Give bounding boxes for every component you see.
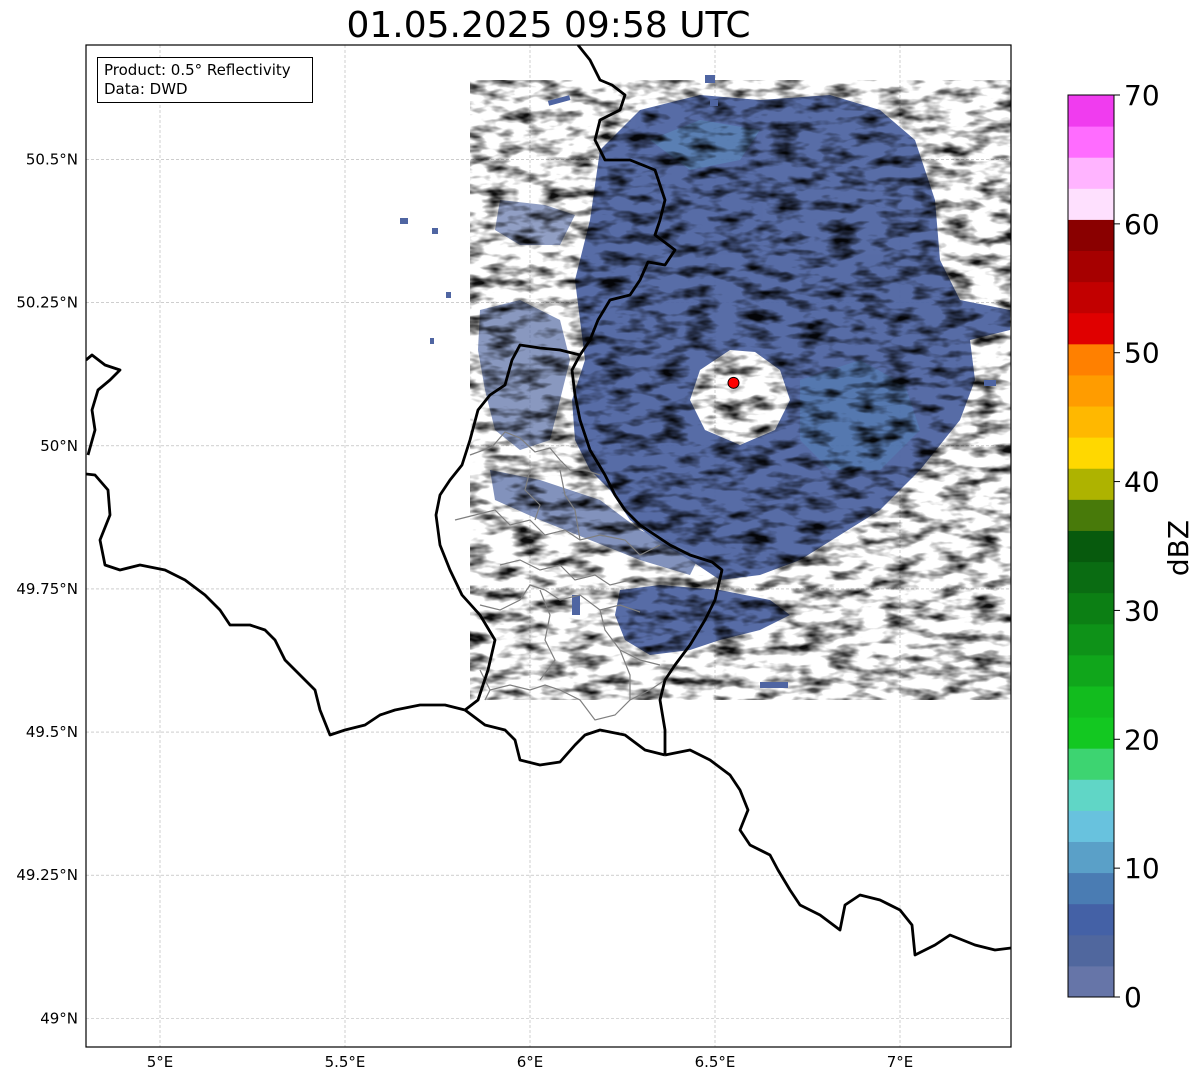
colorbar-swatch bbox=[1068, 779, 1114, 811]
radar-site-marker bbox=[727, 376, 740, 389]
lon-tick-label: 5°E bbox=[147, 1053, 174, 1071]
colorbar-tick-label: 30 bbox=[1124, 594, 1160, 627]
colorbar-tick-label: 20 bbox=[1124, 723, 1160, 756]
colorbar-swatch bbox=[1068, 841, 1114, 874]
colorbar-swatch bbox=[1068, 281, 1114, 314]
internal-boundaries bbox=[454, 431, 666, 721]
colorbar-label: dBZ bbox=[1162, 520, 1195, 576]
colorbar-swatch bbox=[1068, 810, 1114, 842]
colorbar-swatch bbox=[1068, 717, 1114, 749]
radar-echoes bbox=[400, 75, 1011, 700]
colorbar-tick-label: 10 bbox=[1124, 852, 1160, 885]
colorbar-swatch bbox=[1068, 343, 1114, 376]
colorbar-swatch bbox=[1068, 468, 1114, 500]
colorbar-swatch bbox=[1068, 219, 1114, 252]
colorbar-swatch bbox=[1068, 592, 1114, 625]
colorbar-swatch bbox=[1068, 623, 1114, 656]
colorbar-swatch bbox=[1068, 561, 1114, 594]
lat-tick-label: 49.75°N bbox=[16, 580, 78, 598]
colorbar-swatch bbox=[1068, 437, 1114, 469]
colorbar-tick-label: 70 bbox=[1124, 79, 1160, 112]
colorbar-swatch bbox=[1068, 188, 1114, 220]
colorbar-swatch bbox=[1068, 406, 1114, 438]
colorbar-swatch bbox=[1068, 872, 1114, 905]
lat-tick-label: 50°N bbox=[40, 437, 78, 455]
lat-tick-label: 50.5°N bbox=[26, 151, 78, 169]
colorbar-tick-label: 60 bbox=[1124, 208, 1160, 241]
map-frame bbox=[85, 44, 1012, 1048]
colorbar-swatch bbox=[1068, 250, 1114, 283]
colorbar-swatch bbox=[1068, 748, 1114, 780]
colorbar-tick-label: 50 bbox=[1124, 337, 1160, 370]
national-borders bbox=[86, 45, 1011, 957]
colorbar-swatch bbox=[1068, 530, 1114, 563]
longitude-tick-labels: 5°E 5.5°E 6°E 6.5°E 7°E bbox=[147, 1053, 914, 1071]
colorbar-swatch bbox=[1068, 965, 1114, 998]
colorbar-swatch bbox=[1068, 903, 1114, 936]
colorbar-swatch bbox=[1068, 934, 1114, 967]
colorbar-tick-labels: 0 10 20 30 40 50 60 70 bbox=[1114, 79, 1160, 1014]
colorbar-swatch bbox=[1068, 499, 1114, 531]
lat-tick-label: 49°N bbox=[40, 1009, 78, 1027]
colorbar-swatch bbox=[1068, 95, 1114, 127]
colorbar-swatch bbox=[1068, 654, 1114, 687]
lon-tick-label: 6.5°E bbox=[695, 1053, 736, 1071]
colorbar-swatch bbox=[1068, 157, 1114, 189]
product-label: Product: 0.5° Reflectivity bbox=[104, 61, 291, 79]
latitude-tick-labels: 50.5°N 50.25°N 50°N 49.75°N 49.5°N 49.25°N 49°… bbox=[16, 151, 78, 1028]
data-source-label: Data: DWD bbox=[104, 80, 188, 98]
colorbar: 0 10 20 30 40 50 60 70 dBZ bbox=[1067, 79, 1195, 1014]
colorbar-swatch bbox=[1068, 126, 1114, 158]
lat-tick-label: 50.25°N bbox=[16, 294, 78, 312]
lon-tick-label: 5.5°E bbox=[325, 1053, 366, 1071]
map-title: 01.05.2025 09:58 UTC bbox=[346, 5, 751, 46]
lon-tick-label: 7°E bbox=[887, 1053, 914, 1071]
info-box: Product: 0.5° Reflectivity Data: DWD bbox=[97, 57, 313, 103]
colorbar-frame bbox=[1067, 94, 1115, 998]
colorbar-swatch bbox=[1068, 685, 1114, 718]
colorbar-tick-label: 40 bbox=[1124, 466, 1160, 499]
colorbar-swatch bbox=[1068, 374, 1114, 407]
colorbar-swatches bbox=[1068, 95, 1114, 998]
colorbar-swatch bbox=[1068, 312, 1114, 345]
lat-tick-label: 49.5°N bbox=[26, 723, 78, 741]
lat-tick-label: 49.25°N bbox=[16, 866, 78, 884]
lon-tick-label: 6°E bbox=[517, 1053, 544, 1071]
colorbar-tick-label: 0 bbox=[1124, 981, 1142, 1014]
